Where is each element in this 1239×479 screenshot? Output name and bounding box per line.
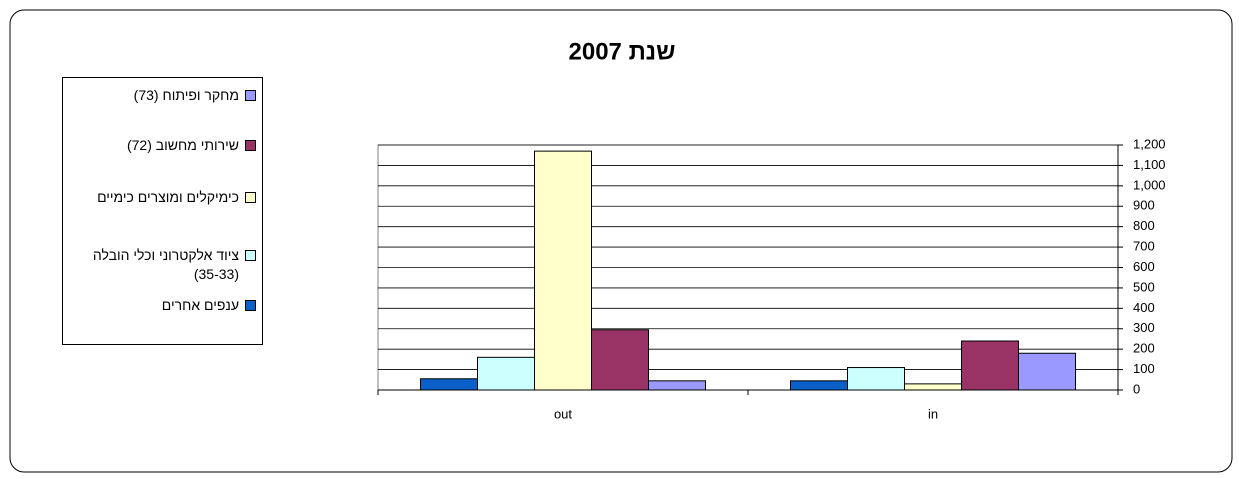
legend-label: מחקר ופיתוח (73) xyxy=(133,87,239,103)
chart-title: שנת 2007 xyxy=(569,38,676,65)
y-tick-label: 200 xyxy=(1133,341,1155,356)
legend-item: שירותי מחשוב (72) xyxy=(66,136,256,155)
legend-swatch xyxy=(245,140,256,151)
legend-label: כימיקלים ומוצרים כימיים xyxy=(97,189,239,205)
legend: מחקר ופיתוח (73) שירותי מחשוב (72) כימיקלי… xyxy=(62,77,263,345)
bar xyxy=(534,150,592,391)
bar xyxy=(648,380,706,391)
y-tick-label: 500 xyxy=(1133,279,1155,294)
legend-item: ענפים אחרים xyxy=(66,296,256,315)
bar xyxy=(847,367,905,391)
legend-swatch xyxy=(245,90,256,101)
bar xyxy=(591,329,649,391)
y-tick-label: 100 xyxy=(1133,361,1155,376)
legend-item: מחקר ופיתוח (73) xyxy=(66,86,256,105)
legend-label: ענפים אחרים xyxy=(161,297,239,313)
x-tick-label: in xyxy=(928,406,938,421)
bar xyxy=(790,380,848,391)
y-tick-label: 1,200 xyxy=(1133,136,1166,151)
bar xyxy=(477,356,535,391)
y-tick-label: 0 xyxy=(1133,381,1140,396)
y-tick-label: 700 xyxy=(1133,239,1155,254)
legend-label: ציוד אלקטרוני וכלי הובלה (35-33) xyxy=(92,247,239,282)
y-tick-label: 400 xyxy=(1133,300,1155,315)
y-tick-label: 600 xyxy=(1133,259,1155,274)
legend-swatch xyxy=(245,250,256,261)
y-tick-label: 300 xyxy=(1133,320,1155,335)
bar xyxy=(961,340,1019,391)
bar xyxy=(904,383,962,391)
y-tick-label: 1,100 xyxy=(1133,157,1166,172)
legend-label: שירותי מחשוב (72) xyxy=(126,137,239,153)
bar xyxy=(1018,352,1076,391)
y-tick-label: 800 xyxy=(1133,218,1155,233)
legend-swatch xyxy=(245,300,256,311)
y-tick-label: 900 xyxy=(1133,198,1155,213)
y-tick-label: 1,000 xyxy=(1133,177,1166,192)
bar xyxy=(420,378,478,391)
legend-swatch xyxy=(245,192,256,203)
legend-item: כימיקלים ומוצרים כימיים xyxy=(66,188,256,207)
legend-item: ציוד אלקטרוני וכלי הובלה (35-33) xyxy=(66,246,256,284)
x-tick-label: out xyxy=(554,406,572,421)
